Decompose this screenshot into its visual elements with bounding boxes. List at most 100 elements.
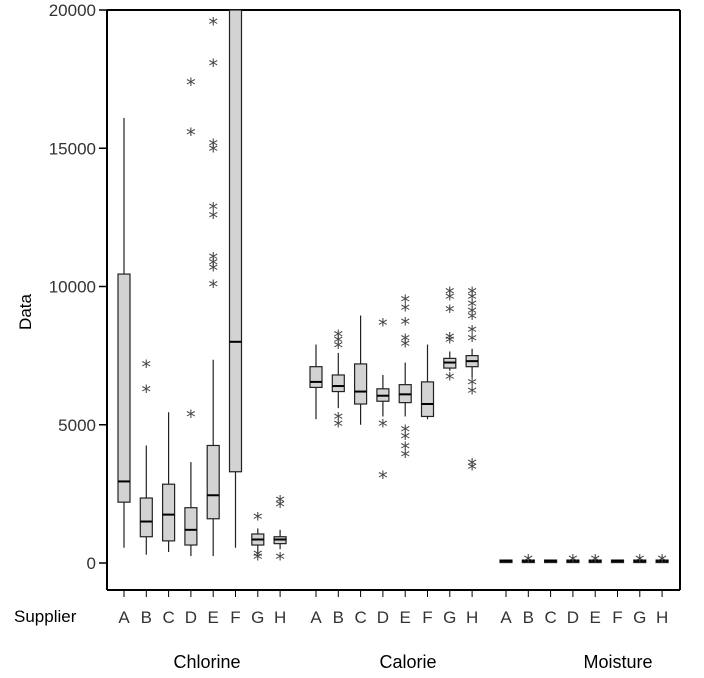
outlier-point: * — [142, 382, 152, 404]
outlier-point: * — [208, 260, 218, 282]
y-tick-label: 15000 — [49, 139, 96, 158]
supplier-tick-label: F — [422, 608, 432, 627]
box — [139, 497, 153, 538]
outlier-point: * — [467, 459, 477, 481]
outlier-point: * — [400, 300, 410, 322]
y-tick-label: 0 — [87, 554, 96, 573]
outlier-point: * — [467, 308, 477, 330]
outlier-point: * — [467, 296, 477, 318]
outlier-point: * — [378, 467, 388, 489]
outlier-point: * — [208, 14, 218, 36]
box — [162, 483, 176, 542]
supplier-tick-label: H — [656, 608, 668, 627]
y-ticks: 0 5000 10000 15000 20000 — [49, 1, 107, 573]
outlier-point: * — [208, 249, 218, 271]
supplier-tick-label: E — [590, 608, 601, 627]
box — [309, 366, 323, 389]
box — [354, 363, 368, 405]
supplier-tick-label: D — [377, 608, 389, 627]
supplier-tick-label: C — [162, 608, 174, 627]
outlier-point: * — [142, 357, 152, 379]
outlier-point: * — [208, 277, 218, 299]
outlier-point: * — [445, 301, 455, 323]
supplier-tick-label: C — [544, 608, 556, 627]
outlier-point: * — [657, 551, 667, 573]
outlier-point: * — [400, 422, 410, 444]
y-tick-label: 5000 — [58, 416, 96, 435]
box-group-moisture: * * * * * — [499, 551, 669, 573]
box — [331, 374, 345, 393]
boxes: ****************************************… — [117, 9, 669, 573]
outlier-point: * — [467, 283, 477, 305]
supplier-tick-label: B — [523, 608, 534, 627]
outlier-point: * — [400, 330, 410, 352]
group-label-chlorine: Chlorine — [174, 652, 241, 672]
outlier-point: * — [467, 455, 477, 477]
y-axis-label: Data — [16, 294, 35, 330]
group-label-moisture: Moisture — [584, 652, 653, 672]
outlier-point: * — [334, 416, 344, 438]
outlier-point: * — [400, 447, 410, 469]
outlier-point: * — [400, 292, 410, 314]
outlier-point: * — [334, 326, 344, 348]
outlier-point: * — [208, 55, 218, 77]
outlier-point: * — [208, 135, 218, 157]
outlier-point: * — [186, 406, 196, 428]
outlier-point: * — [400, 336, 410, 358]
outlier-point: * — [467, 303, 477, 325]
outlier-point: * — [445, 283, 455, 305]
plot-frame — [106, 9, 681, 591]
y-tick-label: 20000 — [49, 1, 96, 20]
outlier-point: * — [378, 315, 388, 337]
outlier-point: * — [253, 509, 263, 531]
outlier-point: * — [334, 337, 344, 359]
supplier-tick-label: G — [633, 608, 646, 627]
outlier-point: * — [253, 546, 263, 568]
supplier-tick-label: A — [118, 608, 130, 627]
box — [420, 381, 435, 418]
box-group-chlorine: ********************* — [117, 9, 287, 571]
outlier-point: * — [186, 124, 196, 146]
outlier-point: * — [334, 332, 344, 354]
supplier-tick-label: H — [274, 608, 286, 627]
outlier-point: * — [467, 330, 477, 352]
outlier-point: * — [253, 549, 263, 571]
supplier-tick-label: H — [466, 608, 478, 627]
supplier-tick-label: G — [251, 608, 264, 627]
outlier-point: * — [400, 438, 410, 460]
group-label-calorie: Calorie — [380, 652, 437, 672]
outlier-point: * — [467, 375, 477, 397]
supplier-tick-label: B — [141, 608, 152, 627]
supplier-tick-label: G — [443, 608, 456, 627]
supplier-tick-label: E — [400, 608, 411, 627]
outlier-point: * — [208, 141, 218, 163]
y-tick-label: 10000 — [49, 278, 96, 297]
outlier-point: * — [445, 369, 455, 391]
supplier-tick-label: F — [230, 608, 240, 627]
box — [206, 444, 220, 520]
outlier-point: * — [445, 332, 455, 354]
supplier-tick-label: A — [310, 608, 322, 627]
group-labels: Chlorine Calorie Moisture — [174, 652, 653, 672]
outlier-point: * — [524, 551, 534, 573]
outlier-point: * — [467, 322, 477, 344]
outlier-point: * — [445, 329, 455, 351]
outlier-point: * — [275, 549, 285, 571]
outlier-point: * — [186, 75, 196, 97]
outlier-point: * — [635, 551, 645, 573]
outlier-point: * — [275, 492, 285, 514]
supplier-tick-label: D — [567, 608, 579, 627]
outlier-point: * — [400, 429, 410, 451]
outlier-point: * — [275, 496, 285, 518]
outlier-point: * — [467, 289, 477, 311]
outlier-point: * — [467, 383, 477, 405]
supplier-tick-label: E — [208, 608, 219, 627]
outlier-point: * — [400, 314, 410, 336]
outlier-point: * — [208, 207, 218, 229]
outlier-point: * — [208, 199, 218, 221]
box — [228, 9, 243, 473]
outlier-point: * — [378, 416, 388, 438]
outlier-point: * — [590, 551, 600, 573]
supplier-tick-label: C — [354, 608, 366, 627]
